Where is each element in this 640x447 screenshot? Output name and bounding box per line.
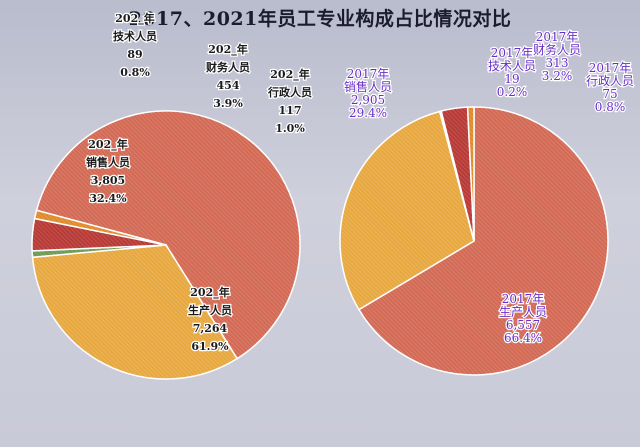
slice-label-line: 454 — [217, 79, 240, 92]
slice-label-line: 0.8% — [120, 66, 150, 79]
slice-label-line: 技术人员 — [113, 29, 157, 43]
slice-label-line: 19 — [504, 72, 519, 86]
slice-label: 202_年技术人员 89 0.8% — [113, 11, 157, 79]
slice-label: 202_年销售人员 3,805 32.4% — [86, 137, 130, 205]
slice-label-line: 313 — [546, 56, 569, 70]
slice-label: 202_年财务人员 454 3.9% — [205, 42, 250, 110]
slice-label-line: 202_年 — [190, 285, 229, 300]
slice-label-line: 202_年 — [115, 11, 154, 26]
slice-label-line: 2017年 — [502, 292, 545, 306]
pie-slice-texture — [340, 111, 474, 310]
pie-1 — [339, 106, 609, 376]
slice-label-line: 2017年 — [491, 46, 534, 60]
slice-label-line: 0.8% — [595, 100, 626, 114]
slice-label-line: 3,805 — [91, 174, 125, 187]
slice-label: 202_年生产人员 7,264 61.9% — [188, 285, 232, 353]
slice-label-line: 202_年 — [88, 137, 127, 152]
slice-label-line: 2,905 — [351, 93, 385, 107]
slice-label: 202_年行政人员 117 1.0% — [267, 67, 312, 135]
pie-slice-texture — [34, 210, 167, 245]
pie-slice-texture — [32, 245, 166, 258]
slice-label-line: 技术人员 — [488, 59, 536, 73]
slice-label-line: 行政人员 — [267, 85, 312, 99]
slice-label-line: 7,264 — [193, 322, 228, 335]
slice-label-line: 2017年 — [589, 61, 632, 75]
pie-slice-texture — [32, 245, 238, 380]
slice-label-line: 3.2% — [542, 69, 573, 83]
pie-slice-texture — [31, 218, 166, 251]
slice-label-line: 2017年 — [536, 30, 579, 44]
slice-label: 2017年生产人员 6,557 66.4% — [499, 292, 547, 345]
slice-label-line: 29.4% — [349, 106, 387, 120]
slice-label-line: 财务人员 — [205, 60, 250, 74]
slice-label-line: 6,557 — [506, 318, 540, 332]
slice-label-line: 89 — [127, 48, 142, 61]
pie-slice-texture — [467, 106, 474, 241]
pie-slice-texture — [36, 110, 301, 359]
slice-label-line: 销售人员 — [86, 155, 130, 169]
slice-label-line: 202_年 — [208, 42, 247, 57]
slice-label-line: 66.4% — [504, 331, 542, 345]
slice-label-line: 3.9% — [213, 97, 243, 110]
slice-label: 2017年销售人员 2,905 29.4% — [344, 67, 392, 120]
slice-label-line: 61.9% — [191, 340, 229, 353]
slice-label-line: 75 — [602, 87, 617, 101]
slice-label-line: 生产人员 — [188, 303, 232, 317]
slice-label-line: 32.4% — [89, 192, 127, 205]
slice-label-line: 1.0% — [275, 122, 305, 135]
slice-label-line: 生产人员 — [499, 305, 547, 319]
slice-label-line: 2017年 — [347, 67, 390, 81]
chart-title: 2017、2021年员工专业构成占比情况对比 — [128, 8, 512, 30]
slice-label-line: 117 — [279, 104, 302, 117]
slice-label-line: 财务人员 — [533, 42, 581, 57]
slice-label: 2017年财务人员 313 3.2% — [533, 30, 581, 83]
pie-slice-texture — [358, 107, 609, 376]
slice-label: 2017年行政人员 75 0.8% — [586, 61, 634, 114]
slice-label-line: 202_年 — [270, 67, 309, 82]
slice-label-line: 销售人员 — [344, 79, 392, 94]
slice-label: 2017年技术人员 19 0.2% — [488, 46, 536, 99]
pie-slice-texture — [441, 107, 474, 242]
slice-label-line: 行政人员 — [586, 74, 634, 88]
pie-0 — [31, 110, 301, 380]
slice-label-line: 0.2% — [497, 85, 528, 99]
